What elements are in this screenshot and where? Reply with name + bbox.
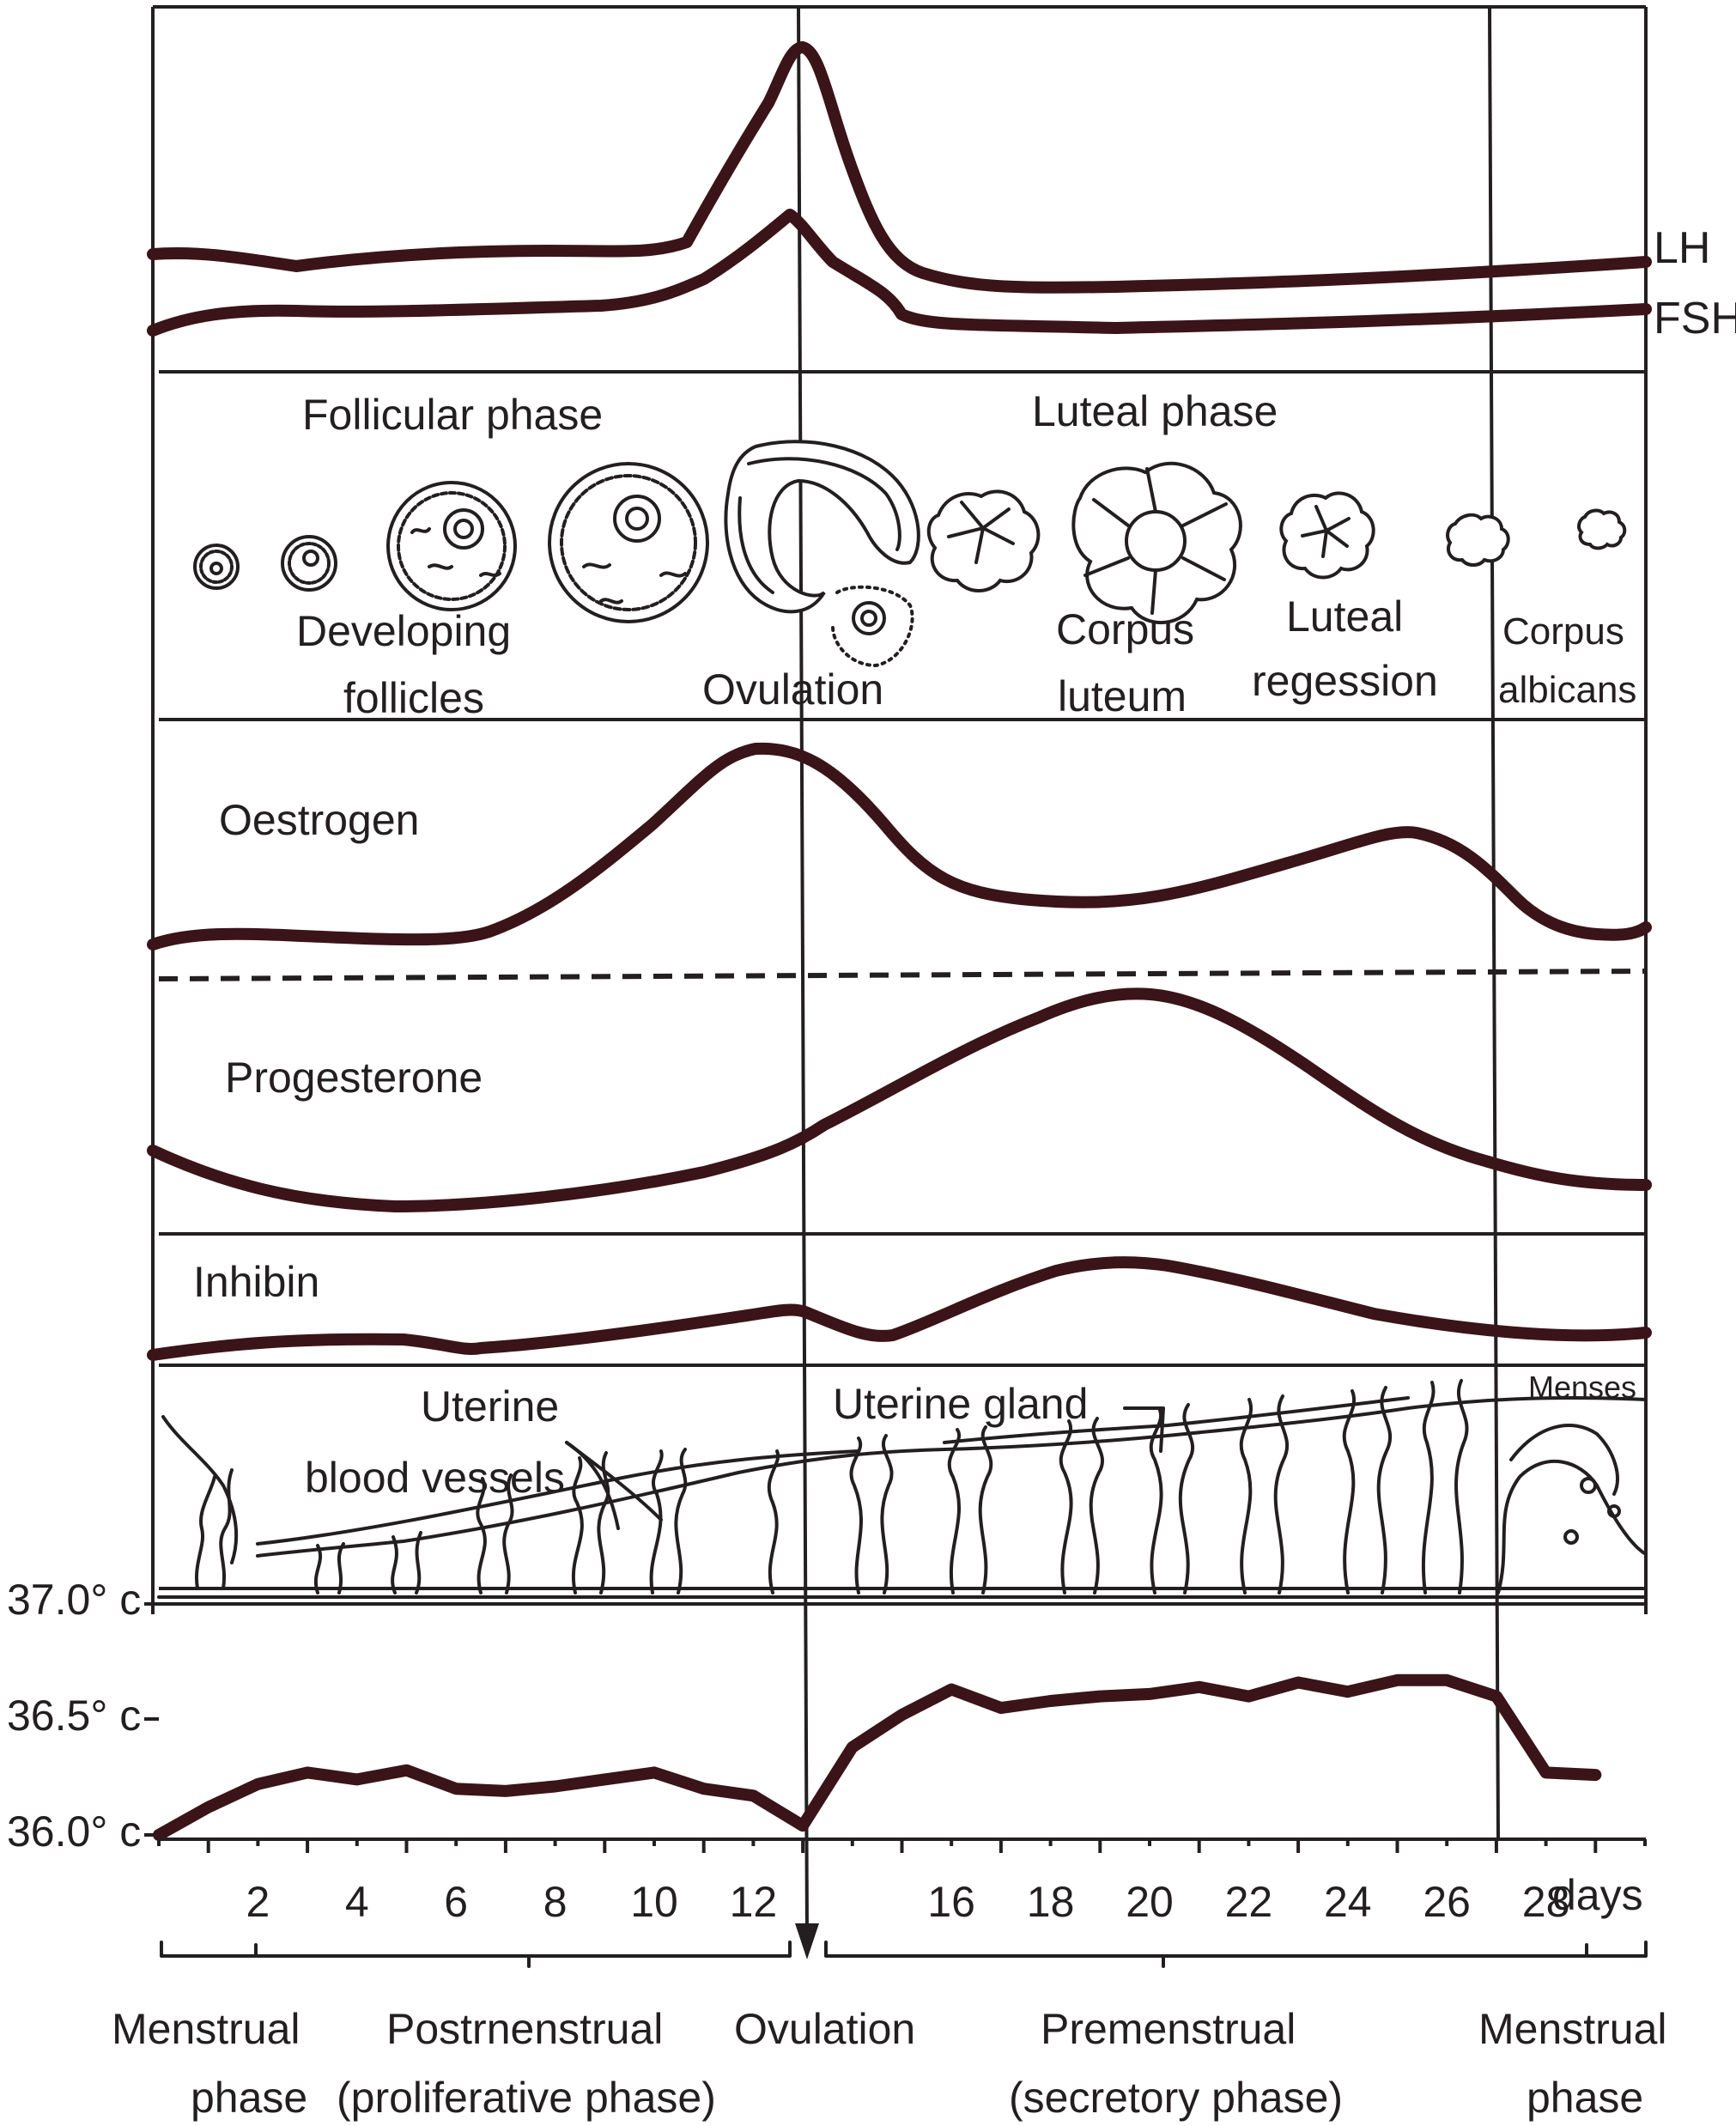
day-tick-label: 12 xyxy=(730,1878,778,1926)
fsh-curve xyxy=(147,209,1652,337)
proliferative-label: (proliferative phase) xyxy=(337,2074,716,2122)
menses-label: Menses xyxy=(1528,1370,1636,1405)
corpus-albicans-label-1: Corpus xyxy=(1502,610,1624,653)
developing-label: Developing xyxy=(296,607,511,655)
uterine-vessels-label-2: blood vessels xyxy=(305,1454,565,1502)
dashed-divider xyxy=(158,969,1647,981)
day-tick-label: 20 xyxy=(1126,1878,1174,1926)
day-tick-label: 8 xyxy=(543,1878,568,1926)
y-tick-label-365: 36.5° c xyxy=(7,1692,141,1740)
days-unit-label: days xyxy=(1552,1871,1643,1919)
corpus-luteum-label-1: Corpus xyxy=(1056,605,1194,653)
day-tick-label: 16 xyxy=(927,1878,975,1926)
day-tick-labels: 2 4 6 8 10 12 16 18 20 22 24 26 28 xyxy=(246,1878,1569,1926)
ovulation-line xyxy=(797,6,809,1937)
day-tick-label: 28 xyxy=(1522,1878,1570,1926)
corpus-albicans-label-2: albicans xyxy=(1498,669,1636,711)
day-tick-marks xyxy=(157,1839,1647,1853)
y-tick-label-36: 36.0° c xyxy=(7,1807,141,1856)
day-tick-label: 22 xyxy=(1225,1878,1273,1926)
corpus-luteum-label-2: luteum xyxy=(1058,672,1187,720)
corpus-luteum-illustration xyxy=(926,461,1627,625)
ovarian-hormones-panel: Oestrogen Progesterone Inhibin xyxy=(147,742,1652,1361)
ovulation-event-label: Ovulation xyxy=(702,665,883,714)
ovulating-follicle-illustration xyxy=(724,440,920,667)
day-tick-label: 10 xyxy=(630,1878,678,1926)
postmenstrual-label: Postrnenstrual xyxy=(386,2005,663,2053)
uterine-gland-label: Uterine gland xyxy=(833,1380,1088,1428)
ovulation-arrowhead xyxy=(795,1923,819,1959)
secretory-label: (secretory phase) xyxy=(1009,2074,1343,2122)
follicular-phase-label: Follicular phase xyxy=(302,391,603,439)
progesterone-label: Progesterone xyxy=(225,1054,483,1102)
oestrogen-label: Oestrogen xyxy=(219,796,419,844)
lh-curve xyxy=(147,41,1652,294)
inhibin-label: Inhibin xyxy=(193,1258,319,1306)
day-tick-label: 4 xyxy=(345,1878,369,1926)
diagram-frame xyxy=(151,5,1648,1959)
day-tick-label: 18 xyxy=(1027,1878,1075,1926)
oestrogen-curve xyxy=(147,742,1652,951)
uterine-vessels-label-1: Uterine xyxy=(421,1382,559,1430)
lh-label: LH xyxy=(1654,223,1710,273)
luteal-regression-label-1: Luteal xyxy=(1286,592,1403,641)
inhibin-curve xyxy=(147,1256,1652,1361)
day-axis: 2 4 6 8 10 12 16 18 20 22 24 26 28 days xyxy=(157,1837,1647,1926)
progesterone-curve xyxy=(147,987,1652,1212)
menstrual-phase-label-2: phase xyxy=(191,2074,307,2122)
follicles-label: follicles xyxy=(343,674,484,722)
y-tick-label-37: 37.0° c xyxy=(7,1576,141,1624)
day-tick-label: 26 xyxy=(1423,1878,1471,1926)
day28-line xyxy=(1488,6,1500,1840)
luteal-phase-label: Luteal phase xyxy=(1032,387,1278,435)
premenstrual-label: Premenstrual xyxy=(1041,2005,1296,2053)
menstrual-phase-label-1: Menstrual xyxy=(112,2005,300,2053)
gonadotropin-panel: LH FSH xyxy=(147,41,1736,343)
menstrual-phase-label-4: phase xyxy=(1527,2074,1643,2122)
phase-brackets: Menstrual phase Postrnenstrual (prolifer… xyxy=(112,1941,1667,2122)
ovary-panel: Follicular phase Luteal phase xyxy=(193,387,1636,722)
day-tick-label: 24 xyxy=(1324,1878,1372,1926)
uterine-lining-illustration: Uterine blood vessels Uterine gland Mens… xyxy=(157,1370,1648,1599)
temperature-curve xyxy=(153,1673,1602,1841)
menstrual-phase-label-3: Menstrual xyxy=(1478,2005,1667,2053)
day-tick-label: 6 xyxy=(444,1878,468,1926)
day-tick-label: 2 xyxy=(246,1878,270,1926)
luteal-regression-label-2: regession xyxy=(1252,657,1438,705)
developing-follicles-illustration xyxy=(193,462,709,623)
temperature-panel: 37.0° c 36.5° c 36.0° c xyxy=(7,1576,1602,1856)
fsh-label: FSH xyxy=(1654,294,1736,343)
ovulation-phase-label: Ovulation xyxy=(734,2005,915,2053)
